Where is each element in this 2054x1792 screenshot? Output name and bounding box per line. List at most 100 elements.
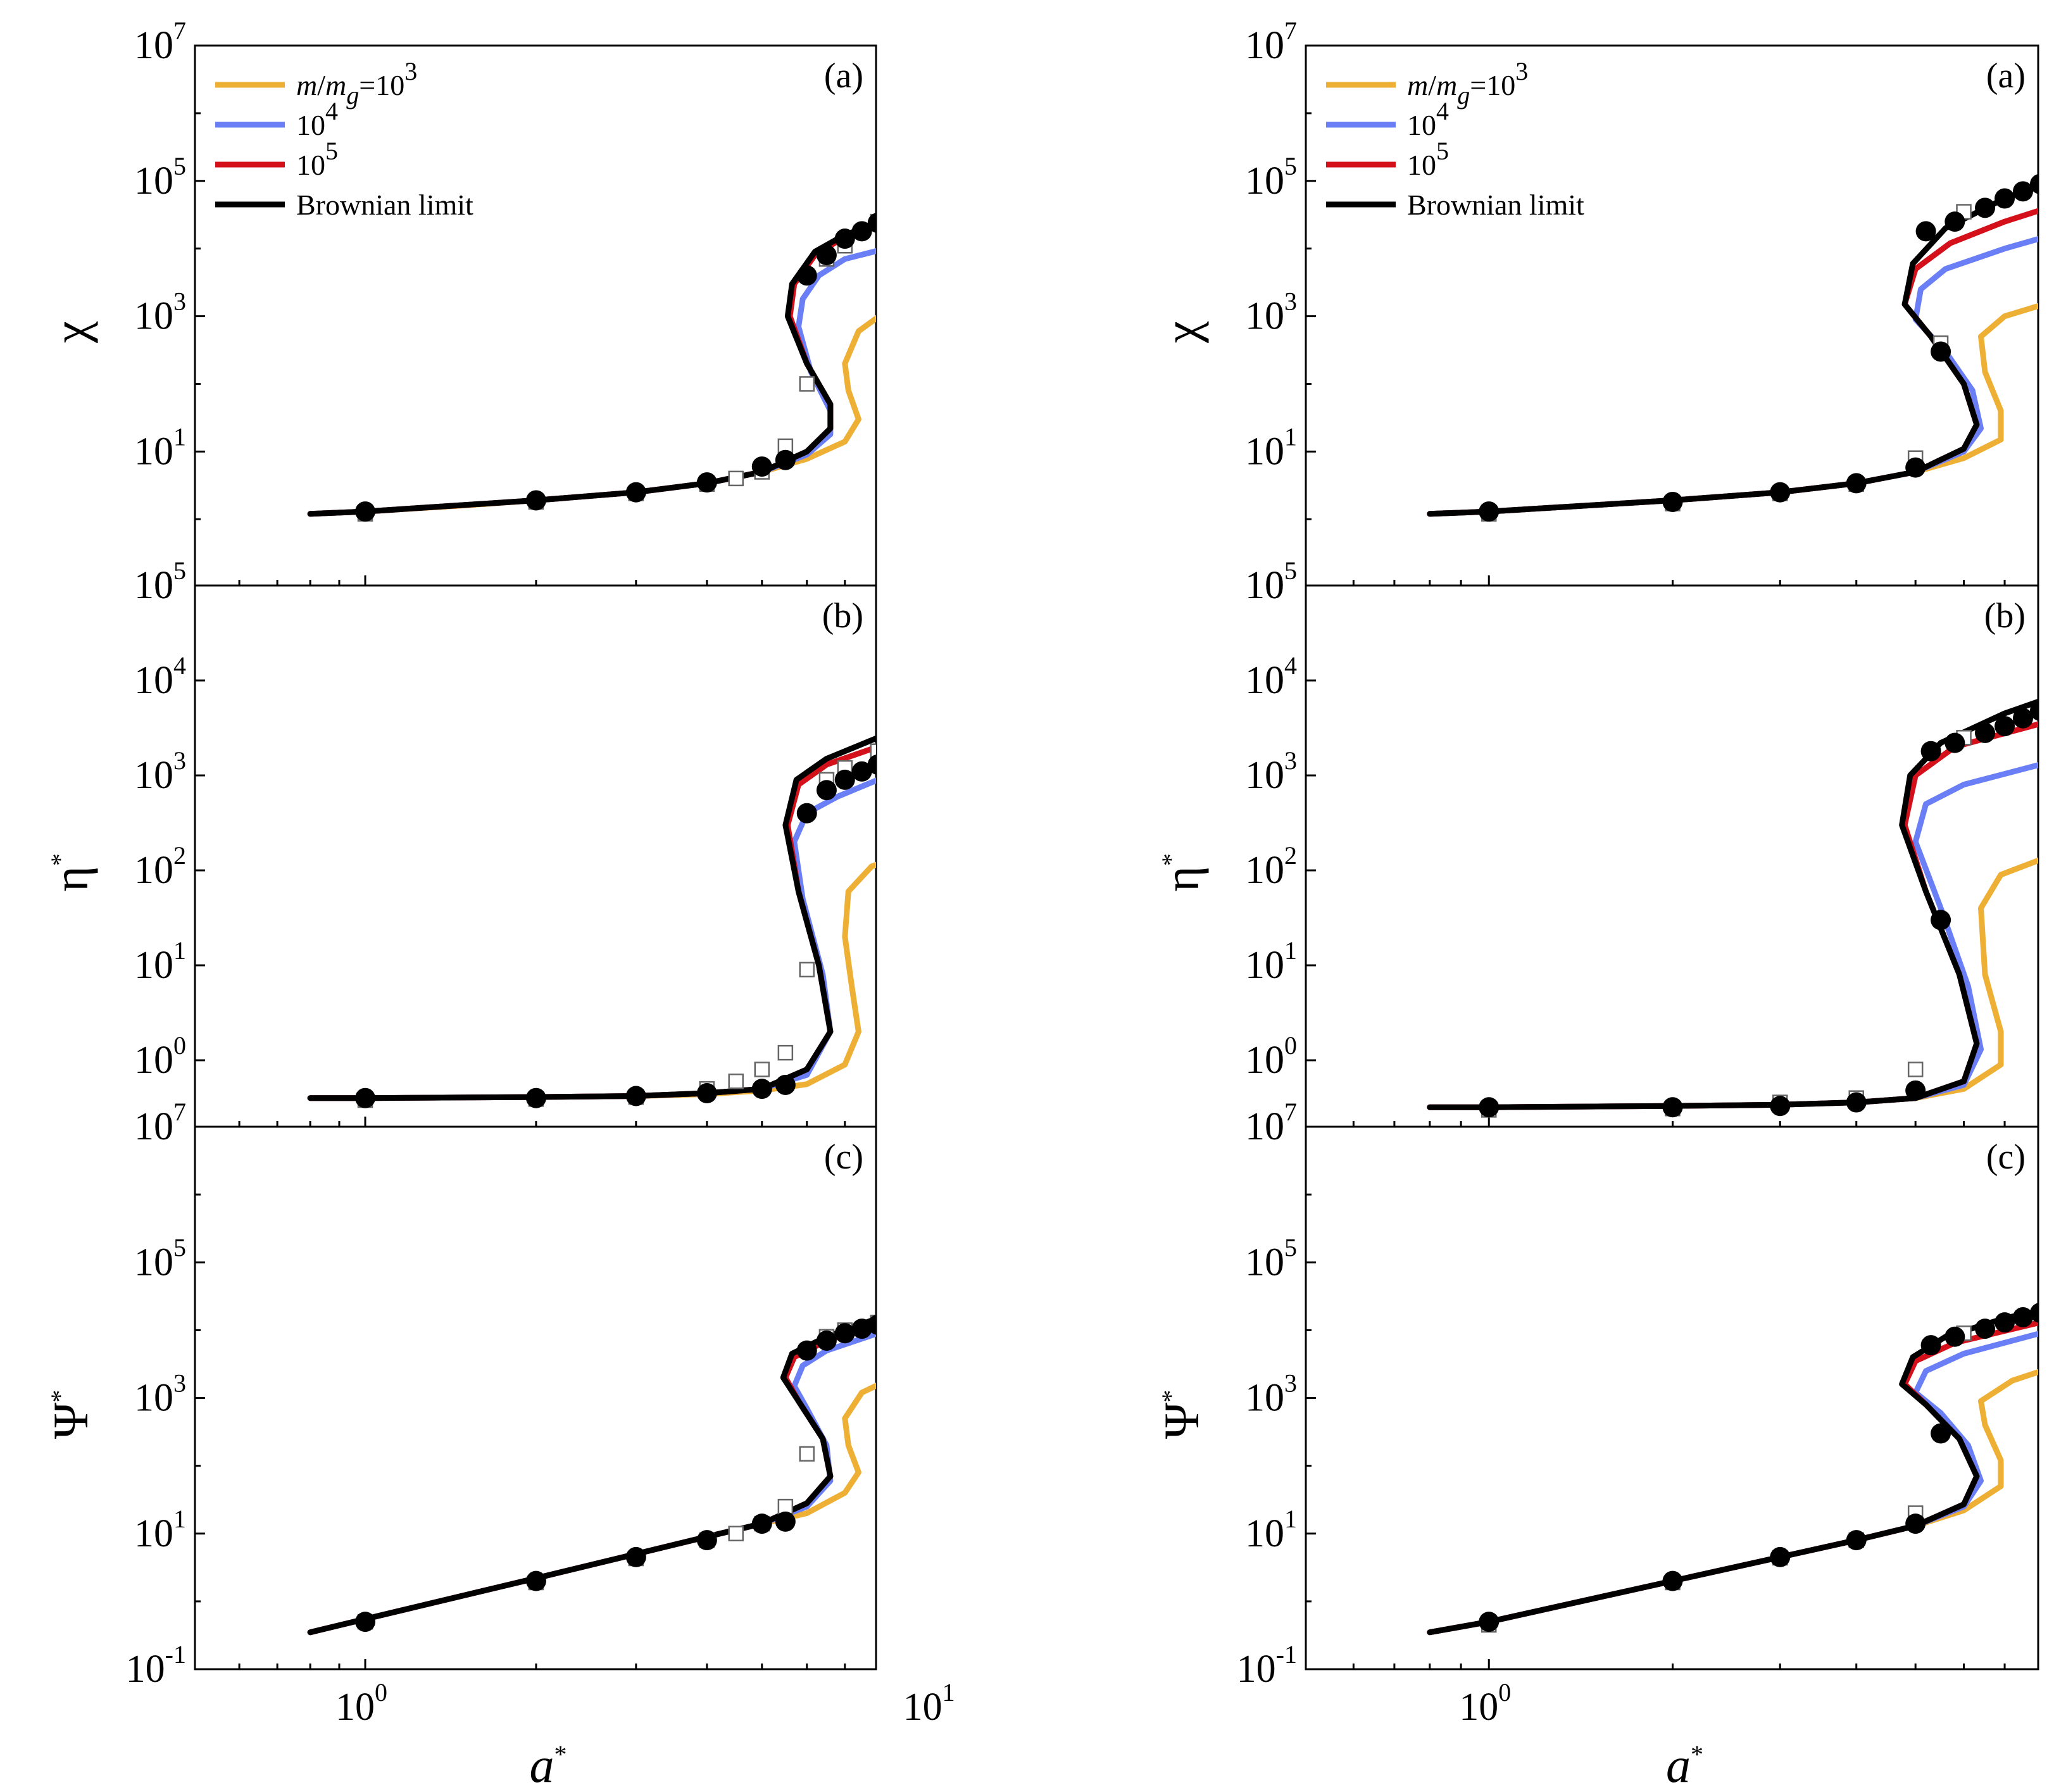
y-tick-exponent: 2 xyxy=(1284,841,1297,870)
filled-circle-marker xyxy=(1770,482,1791,503)
filled-circle-marker xyxy=(696,1083,717,1104)
filled-circle-marker xyxy=(1905,457,1926,478)
filled-circle-marker xyxy=(1662,1097,1683,1118)
open-square-marker xyxy=(799,962,815,978)
panel-tag: (c) xyxy=(1986,1137,2026,1177)
x-tick-base: 10 xyxy=(335,1686,375,1729)
legend-label-part: 10 xyxy=(296,149,325,181)
plot-area xyxy=(307,735,876,1108)
filled-circle-marker xyxy=(1915,221,1936,242)
y-tick-exponent: 4 xyxy=(1284,651,1297,680)
legend-label-part: =10 xyxy=(359,69,404,101)
y-tick-exponent: -1 xyxy=(1276,1640,1297,1669)
y-tick-base: 10 xyxy=(1245,944,1284,987)
filled-circle-marker xyxy=(355,1612,375,1632)
x-axis-title-symbol: a xyxy=(1666,1738,1691,1792)
y-tick-base: 10 xyxy=(134,564,173,607)
y-tick-label-overlap: 105 xyxy=(134,556,186,607)
y-axis-title-superscript: * xyxy=(1156,853,1185,866)
y-tick-label: 101 xyxy=(1245,422,1297,473)
filled-circle-marker xyxy=(1905,1080,1926,1101)
y-tick-exponent: 1 xyxy=(173,422,186,451)
filled-circle-marker xyxy=(1662,491,1683,512)
y-tick-exponent: 5 xyxy=(1284,556,1297,585)
y-tick-label: 107 xyxy=(134,16,186,67)
open-square-marker xyxy=(870,743,876,759)
filled-circle-marker xyxy=(625,482,646,503)
open-square-marker xyxy=(728,1074,744,1089)
y-tick-exponent: 5 xyxy=(173,556,186,585)
y-tick-base: 10 xyxy=(134,1512,173,1555)
legend-label: 105 xyxy=(1407,137,1449,181)
y-tick-label: 102 xyxy=(1245,841,1297,892)
y-tick-base: 10 xyxy=(134,564,173,607)
y-tick-base: 10 xyxy=(1245,24,1284,67)
filled-circle-marker xyxy=(775,449,796,470)
filled-circle-marker xyxy=(1479,501,1500,522)
plot-area xyxy=(307,1314,876,1636)
y-tick-exponent: 1 xyxy=(1284,936,1297,965)
filled-circle-marker xyxy=(816,245,837,266)
y-tick-exponent: -1 xyxy=(165,1640,186,1669)
y-tick-exponent: 0 xyxy=(1284,1031,1297,1060)
panel-tag: (c) xyxy=(824,1137,863,1177)
open-square-marker xyxy=(799,1446,815,1462)
filled-circle-marker xyxy=(796,1340,817,1361)
filled-circle-marker xyxy=(816,1330,837,1351)
open-square-marker xyxy=(728,1526,744,1541)
filled-circle-marker xyxy=(1770,1096,1791,1117)
x-axis-title-superscript: * xyxy=(554,1740,567,1769)
y-tick-label: 101 xyxy=(1245,936,1297,987)
y-tick-base: 10 xyxy=(1245,849,1284,892)
filled-circle-marker xyxy=(525,490,546,511)
y-tick-exponent: 3 xyxy=(1284,746,1297,775)
filled-circle-marker xyxy=(1662,1570,1683,1591)
y-axis-title-superscript: * xyxy=(46,853,74,866)
filled-circle-marker xyxy=(1995,716,2015,737)
legend-label-superscript: 5 xyxy=(1436,137,1449,165)
legend-label-superscript: 4 xyxy=(325,97,338,125)
filled-circle-marker xyxy=(796,803,817,824)
y-tick-label-overlap: 105 xyxy=(1245,556,1297,607)
y-tick-exponent: 5 xyxy=(173,1233,186,1262)
series-line-brownian-limit xyxy=(307,1315,876,1636)
legend-label-part: m xyxy=(325,69,346,101)
filled-circle-marker xyxy=(775,1511,796,1532)
legend-label-superscript: 4 xyxy=(1436,97,1449,125)
filled-circle-marker xyxy=(775,1074,796,1095)
x-tick-label: 100 xyxy=(1459,1678,1511,1729)
filled-circle-marker xyxy=(751,1079,772,1100)
filled-circle-marker xyxy=(867,1315,876,1335)
filled-circle-marker xyxy=(1975,197,1996,218)
filled-circle-marker xyxy=(1479,1097,1500,1118)
y-tick-base: 10 xyxy=(1245,295,1284,338)
y-tick-base: 10 xyxy=(1245,1039,1284,1082)
y-tick-base: 10 xyxy=(134,1241,173,1284)
filled-circle-marker xyxy=(851,221,872,242)
y-tick-exponent: 5 xyxy=(1284,152,1297,180)
y-tick-label: 107 xyxy=(1245,16,1297,67)
x-tick-label: 100 xyxy=(335,1678,387,1729)
y-tick-label: 103 xyxy=(134,746,186,797)
y-tick-label: 102 xyxy=(134,841,186,892)
open-square-marker xyxy=(728,470,744,487)
y-tick-base: 10 xyxy=(1245,430,1284,473)
filled-circle-marker xyxy=(2029,173,2038,194)
y-tick-base: 10 xyxy=(134,1377,173,1420)
legend-label-part: m xyxy=(1436,69,1457,101)
filled-circle-marker xyxy=(834,229,855,249)
y-axis-title: χ xyxy=(1154,321,1209,344)
y-tick-label-overlap: 107 xyxy=(1245,1098,1297,1148)
legend-label-superscript: 5 xyxy=(325,137,338,165)
legend-label-part: Brownian limit xyxy=(1407,189,1584,221)
y-tick-exponent: 3 xyxy=(1284,1369,1297,1398)
filled-circle-marker xyxy=(1944,1326,1965,1347)
x-tick-label: 101 xyxy=(903,1678,955,1729)
x-axis-title-symbol: a xyxy=(530,1738,554,1792)
legend-label: 105 xyxy=(296,137,338,181)
series-line-brownian-limit xyxy=(307,221,876,517)
y-axis-title: χ xyxy=(43,321,98,344)
y-tick-exponent: 5 xyxy=(1284,1233,1297,1262)
